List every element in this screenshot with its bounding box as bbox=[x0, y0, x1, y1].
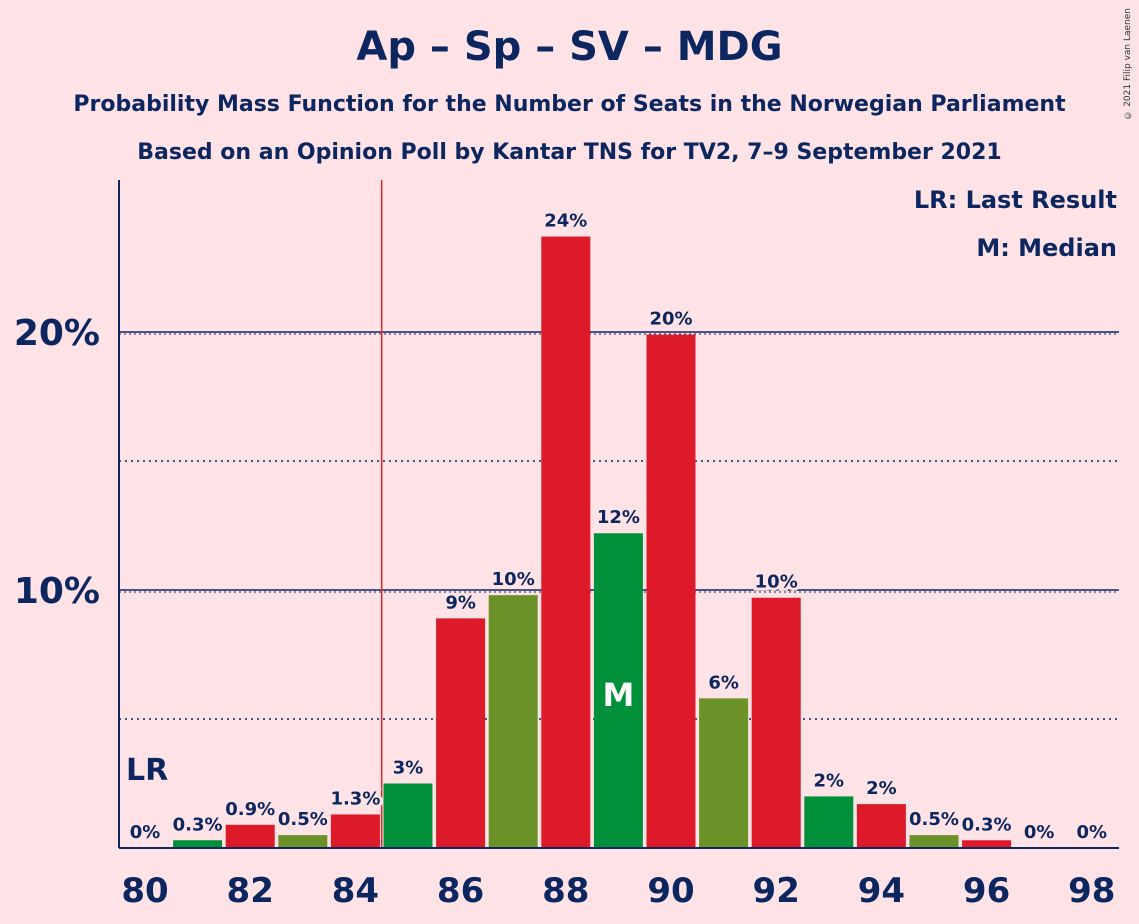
x-tick-label: 90 bbox=[647, 871, 694, 911]
bar-value-label: 0.9% bbox=[225, 799, 275, 820]
bar-value-label: 9% bbox=[445, 592, 476, 613]
bar-value-label: 2% bbox=[866, 778, 897, 799]
x-tick-label: 98 bbox=[1068, 871, 1115, 911]
x-tick-label: 92 bbox=[753, 871, 800, 911]
bar bbox=[856, 804, 906, 848]
bar bbox=[909, 835, 959, 848]
bar-value-label: 2% bbox=[814, 770, 845, 791]
x-tick-label: 82 bbox=[227, 871, 274, 911]
y-tick-label: 10% bbox=[14, 571, 100, 612]
bar bbox=[330, 814, 380, 848]
x-tick-label: 96 bbox=[963, 871, 1010, 911]
last-result-marker: LR bbox=[126, 753, 168, 788]
bar-value-label: 0% bbox=[1024, 822, 1055, 843]
bar bbox=[541, 236, 591, 849]
bar-value-label: 0.5% bbox=[278, 809, 328, 830]
chart-subtitle-2: Based on an Opinion Poll by Kantar TNS f… bbox=[137, 140, 1002, 165]
x-tick-label: 88 bbox=[542, 871, 589, 911]
legend-median: M: Median bbox=[976, 234, 1117, 262]
bar-value-label: 0% bbox=[1077, 822, 1108, 843]
bar-value-label: 0.3% bbox=[173, 814, 223, 835]
x-tick-label: 84 bbox=[332, 871, 379, 911]
x-tick-label: 86 bbox=[437, 871, 484, 911]
bar bbox=[962, 840, 1012, 848]
chart-title: Ap – Sp – SV – MDG bbox=[356, 24, 783, 70]
x-tick-label: 94 bbox=[858, 871, 905, 911]
x-tick-label: 80 bbox=[121, 871, 168, 911]
bar-value-label: 12% bbox=[597, 507, 640, 528]
bar bbox=[593, 533, 643, 848]
bar-value-label: 3% bbox=[393, 758, 424, 779]
bar bbox=[804, 796, 854, 848]
bar-value-label: 10% bbox=[492, 569, 535, 590]
bar-value-label: 10% bbox=[755, 572, 798, 593]
bar-value-label: 6% bbox=[708, 672, 739, 693]
median-marker: M bbox=[602, 676, 634, 714]
bar bbox=[173, 840, 223, 848]
bar bbox=[646, 334, 696, 849]
bar bbox=[436, 618, 486, 848]
bar bbox=[488, 595, 538, 848]
bar-value-label: 20% bbox=[649, 309, 692, 330]
bar-value-label: 1.3% bbox=[330, 788, 380, 809]
bar bbox=[699, 698, 749, 848]
chart-subtitle-1: Probability Mass Function for the Number… bbox=[73, 92, 1066, 117]
bar-value-label: 0% bbox=[130, 822, 161, 843]
y-tick-label: 20% bbox=[14, 313, 100, 354]
bar bbox=[278, 835, 328, 848]
bar bbox=[383, 783, 433, 848]
bar bbox=[225, 824, 275, 848]
bar-value-label: 0.5% bbox=[909, 809, 959, 830]
bar-value-label: 0.3% bbox=[962, 814, 1012, 835]
bar-value-label: 24% bbox=[544, 211, 587, 232]
bar bbox=[751, 597, 801, 848]
legend-last-result: LR: Last Result bbox=[913, 186, 1117, 214]
